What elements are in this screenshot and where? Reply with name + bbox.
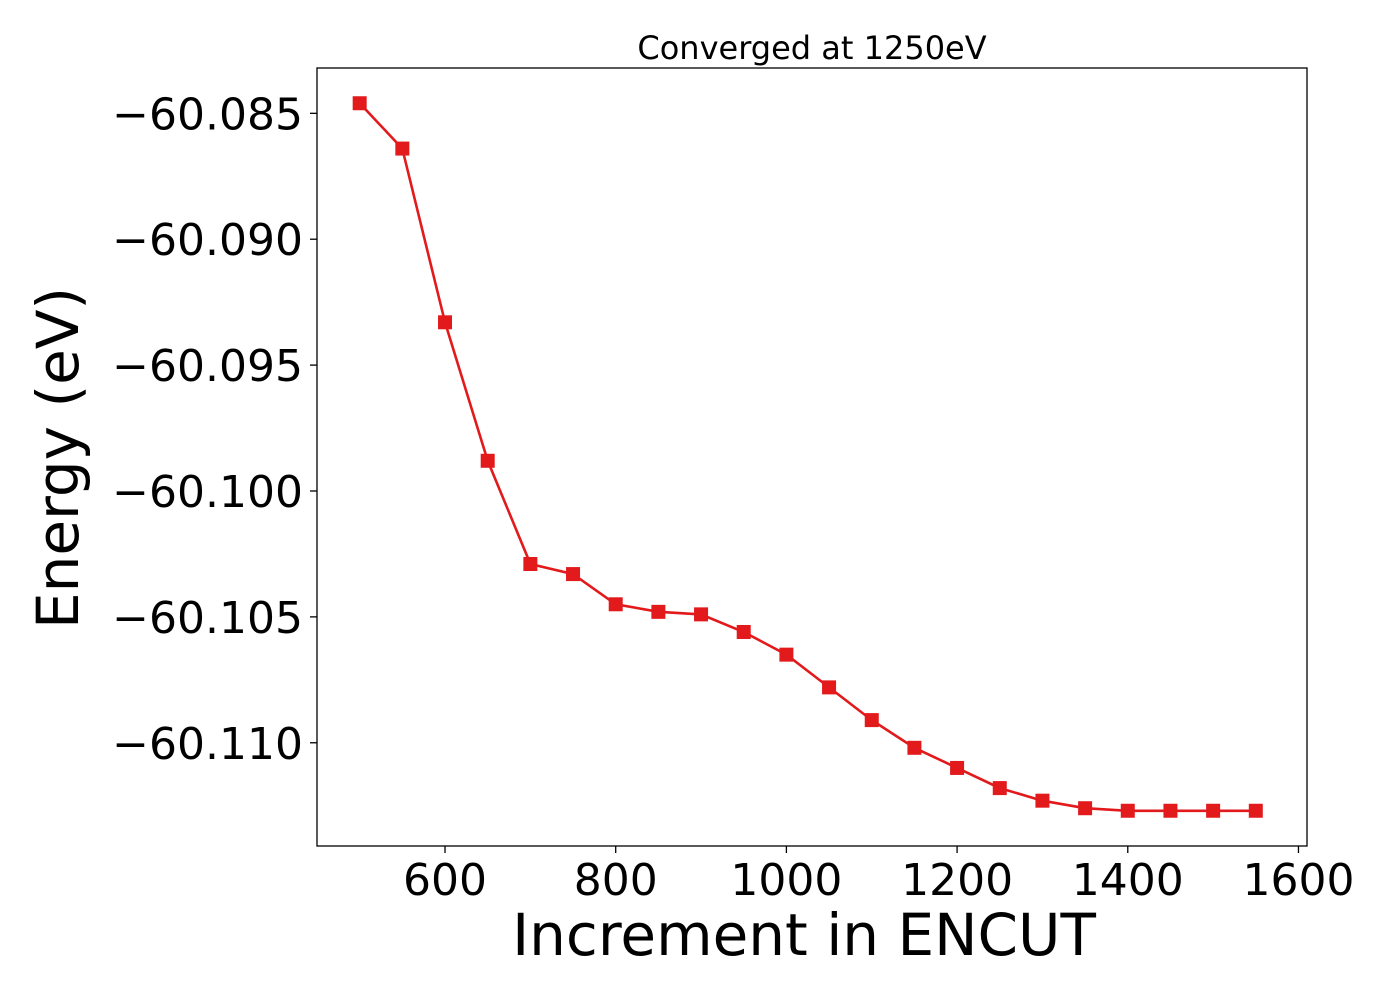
data-point — [480, 453, 495, 468]
y-axis: −60.085 −60.090 −60.095 −60.100 −60.105 −60.1… — [112, 89, 317, 770]
series-line — [358, 102, 1256, 813]
x-tick-label: 1600 — [1242, 855, 1354, 906]
data-point — [566, 567, 581, 582]
data-point — [864, 713, 879, 728]
y-tick-label: −60.085 — [112, 89, 303, 140]
data-point — [352, 96, 367, 111]
data-point — [992, 781, 1007, 796]
data-point — [1206, 803, 1221, 818]
data-point — [438, 315, 453, 330]
data-point — [822, 680, 837, 695]
y-tick-label: −60.110 — [112, 719, 303, 770]
plot-area — [316, 67, 1308, 847]
x-tick-label: 1400 — [1072, 855, 1184, 906]
x-tick-label: 600 — [403, 855, 487, 906]
data-point — [779, 647, 794, 662]
data-point — [651, 604, 666, 619]
y-tick-label: −60.095 — [112, 341, 303, 392]
data-point — [1035, 793, 1050, 808]
y-tick-label: −60.100 — [112, 467, 303, 518]
y-tick-label: −60.105 — [112, 593, 303, 644]
data-point — [694, 607, 709, 622]
data-point — [608, 597, 623, 612]
data-point — [523, 557, 538, 572]
series-markers — [352, 96, 1263, 818]
data-point — [950, 760, 965, 775]
x-tick-label: 800 — [574, 855, 658, 906]
data-point — [1248, 803, 1263, 818]
x-tick-label: 1000 — [730, 855, 842, 906]
x-tick-label: 1200 — [901, 855, 1013, 906]
data-point — [1120, 803, 1135, 818]
y-axis-label: Energy (eV) — [24, 287, 92, 629]
data-point — [1078, 801, 1093, 816]
data-point — [1163, 803, 1178, 818]
data-point — [395, 141, 410, 156]
chart-title: Converged at 1250eV — [637, 29, 986, 67]
data-point — [907, 740, 922, 755]
data-point — [736, 624, 751, 639]
x-axis: 600 800 1000 1200 1400 1600 — [403, 846, 1354, 906]
y-tick-label: −60.090 — [112, 215, 303, 266]
x-axis-label: Increment in ENCUT — [512, 901, 1096, 969]
